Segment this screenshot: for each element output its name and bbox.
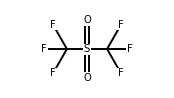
Text: F: F bbox=[50, 68, 56, 78]
Text: F: F bbox=[118, 68, 124, 78]
Text: F: F bbox=[50, 20, 56, 30]
Text: F: F bbox=[118, 20, 124, 30]
Text: O: O bbox=[83, 15, 91, 25]
Text: S: S bbox=[84, 44, 90, 54]
Text: F: F bbox=[41, 44, 47, 54]
Text: O: O bbox=[83, 73, 91, 83]
Text: F: F bbox=[127, 44, 133, 54]
